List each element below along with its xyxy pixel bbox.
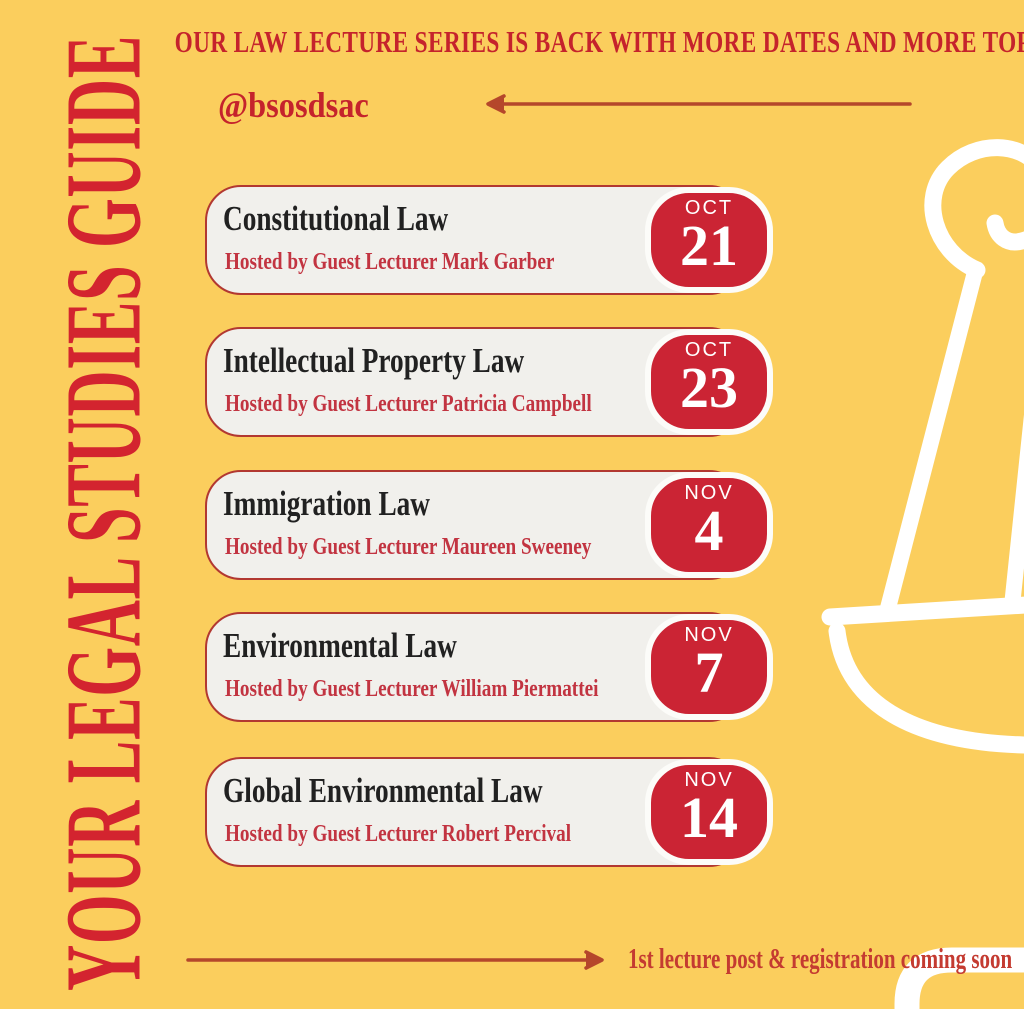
badge-month: OCT — [684, 339, 734, 361]
lecture-host: Hosted by Guest Lecturer Patricia Campbe… — [225, 391, 592, 417]
lecture-title: Global Environmental Law — [223, 771, 543, 810]
lecture-host: Hosted by Guest Lecturer William Piermat… — [225, 676, 599, 702]
lecture-card-environmental-law: Environmental Law Hosted by Guest Lectur… — [205, 612, 773, 722]
lecture-host: Hosted by Guest Lecturer Mark Garber — [225, 249, 555, 275]
badge-day: 23 — [680, 355, 738, 420]
date-badge: NOV 4 — [645, 472, 773, 578]
lecture-card-global-environmental-law: Global Environmental Law Hosted by Guest… — [205, 757, 773, 867]
lecture-card-constitutional-law: Constitutional Law Hosted by Guest Lectu… — [205, 185, 773, 295]
lecture-title: Immigration Law — [223, 484, 431, 523]
badge-month: NOV — [684, 624, 734, 646]
lecture-host: Hosted by Guest Lecturer Maureen Sweeney — [225, 534, 592, 560]
lecture-host: Hosted by Guest Lecturer Robert Percival — [225, 821, 572, 847]
lecture-card-intellectual-property-law: Intellectual Property Law Hosted by Gues… — [205, 327, 773, 437]
vertical-title: YOUR LEGAL STUDIES GUIDE — [43, 34, 164, 992]
footer-note: 1st lecture post & registration coming s… — [628, 944, 1013, 975]
lecture-title: Environmental Law — [223, 626, 457, 665]
date-badge: OCT 21 — [645, 187, 773, 293]
badge-month: OCT — [684, 197, 734, 219]
badge-day: 7 — [694, 640, 724, 705]
date-badge: NOV 14 — [645, 759, 773, 865]
page-title: OUR LAW LECTURE SERIES IS BACK WITH MORE… — [174, 24, 1024, 59]
badge-month: NOV — [684, 769, 734, 791]
lecture-title: Constitutional Law — [223, 199, 449, 238]
instagram-handle: @bsosdsac — [218, 85, 369, 125]
date-badge: OCT 23 — [645, 329, 773, 435]
badge-day: 4 — [694, 498, 724, 563]
badge-month: NOV — [684, 482, 734, 504]
date-badge: NOV 7 — [645, 614, 773, 720]
lecture-title: Intellectual Property Law — [223, 341, 525, 380]
lecture-card-immigration-law: Immigration Law Hosted by Guest Lecturer… — [205, 470, 773, 580]
badge-day: 14 — [680, 785, 738, 850]
badge-day: 21 — [680, 213, 738, 278]
